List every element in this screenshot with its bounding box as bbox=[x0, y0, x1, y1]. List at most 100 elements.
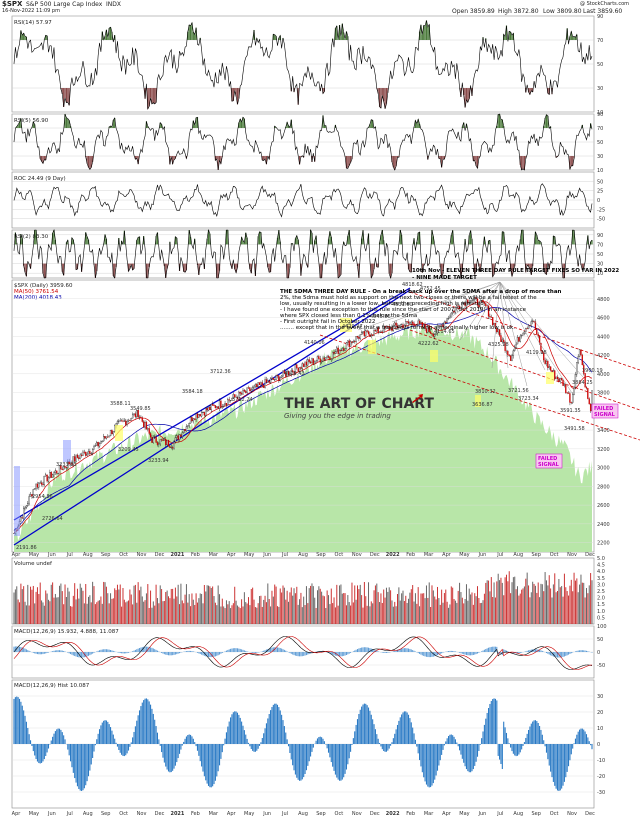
price-candle bbox=[402, 324, 404, 329]
price-candle bbox=[167, 439, 170, 447]
price-candle bbox=[461, 303, 463, 309]
price-candle bbox=[162, 439, 164, 441]
price-candle bbox=[276, 375, 279, 377]
price-candle bbox=[141, 417, 143, 422]
price-candle bbox=[203, 412, 206, 416]
price-candle bbox=[131, 414, 134, 419]
price-candle bbox=[584, 373, 586, 388]
price-candle bbox=[46, 474, 48, 482]
price-candle bbox=[456, 305, 458, 308]
osc-tick-label: 90 bbox=[597, 112, 603, 118]
price-candle bbox=[497, 329, 499, 333]
price-annotation: 4631.60 bbox=[392, 302, 413, 308]
price-candle bbox=[309, 361, 312, 364]
price-candle bbox=[36, 483, 39, 488]
highlight-box bbox=[63, 440, 71, 462]
target-pointer bbox=[499, 281, 584, 378]
price-annotation: 4325.28 bbox=[488, 342, 509, 348]
price-annotation: 3900.19 bbox=[582, 368, 603, 374]
price-annotation: 4114.65 bbox=[434, 329, 455, 335]
price-candle bbox=[504, 342, 506, 351]
price-candle bbox=[89, 451, 91, 454]
price-candle bbox=[326, 356, 328, 358]
x-axis-label: Oct bbox=[119, 811, 128, 817]
price-candle bbox=[188, 423, 190, 426]
high-value: High 3872.80 bbox=[498, 8, 539, 15]
price-tick-label: 2800 bbox=[597, 484, 610, 490]
price-candle bbox=[280, 375, 283, 378]
price-candle bbox=[71, 463, 73, 465]
price-candle bbox=[177, 435, 179, 440]
highlight-zone bbox=[430, 350, 438, 362]
rsi5-label: RSI(5) 56.90 bbox=[14, 118, 49, 124]
price-candle bbox=[428, 326, 430, 332]
price-candle bbox=[555, 376, 557, 380]
price-candle bbox=[23, 508, 25, 519]
price-candle bbox=[223, 404, 225, 407]
roc-line bbox=[13, 183, 593, 218]
x-axis-label: Oct bbox=[550, 811, 559, 817]
price-candle bbox=[376, 327, 378, 332]
price-candle bbox=[315, 360, 317, 363]
osc-tick-label: 90 bbox=[597, 233, 603, 239]
price-candle bbox=[257, 382, 259, 388]
price-candle bbox=[140, 416, 142, 418]
price-candle bbox=[225, 403, 228, 406]
price-candle bbox=[329, 357, 331, 360]
price-candle bbox=[49, 472, 51, 478]
price-annotation: 3591.35 bbox=[560, 408, 581, 414]
price-tick-label: 3200 bbox=[597, 447, 610, 453]
price-candle bbox=[143, 421, 145, 428]
price-candle bbox=[409, 322, 411, 324]
price-candle bbox=[104, 436, 106, 439]
price-candle bbox=[58, 465, 61, 474]
price-candle bbox=[322, 357, 324, 362]
price-candle bbox=[417, 320, 419, 325]
price-candle bbox=[130, 417, 132, 421]
price-candle bbox=[399, 324, 401, 328]
macd-label: MACD(12,26,9) 15.932, 4.888, 11.087 bbox=[14, 629, 119, 635]
price-candle bbox=[269, 378, 272, 383]
price-candle bbox=[129, 419, 131, 421]
target-pointer bbox=[439, 281, 501, 326]
price-candle bbox=[479, 300, 481, 308]
price-candle bbox=[469, 300, 472, 303]
price-annotation: 3233.94 bbox=[148, 458, 169, 464]
price-candle bbox=[96, 442, 98, 446]
highlight-zone bbox=[475, 395, 481, 407]
price-annotation: 3209.45 bbox=[118, 447, 139, 453]
price-candle bbox=[492, 317, 494, 326]
price-candle bbox=[578, 349, 581, 357]
price-candle bbox=[446, 318, 448, 324]
price-candle bbox=[304, 361, 306, 367]
price-candle bbox=[360, 332, 363, 335]
price-candle bbox=[570, 402, 572, 404]
rule-line-3: low, usually resulting in a lower low, b… bbox=[280, 301, 484, 307]
x-axis-label: Dec bbox=[155, 811, 165, 817]
volume-tick-label: 4.5 bbox=[597, 563, 605, 569]
price-candle bbox=[387, 326, 389, 327]
price-candle bbox=[406, 321, 408, 323]
volume-tick-label: 0.5 bbox=[597, 615, 605, 621]
x-axis-label: 2022 bbox=[386, 552, 400, 558]
price-annotation: 3584.18 bbox=[182, 389, 203, 395]
low-value: Low 3809.80 bbox=[543, 8, 582, 15]
price-candle bbox=[275, 375, 277, 380]
price-candle bbox=[530, 321, 532, 326]
price-candle bbox=[414, 325, 417, 327]
price-candle bbox=[303, 363, 305, 367]
price-candle bbox=[171, 447, 174, 449]
price-candle bbox=[343, 348, 345, 351]
price-candle bbox=[31, 494, 33, 497]
price-candle bbox=[541, 350, 543, 353]
price-candle bbox=[229, 400, 232, 401]
price-candle bbox=[508, 354, 510, 356]
price-annotation: 4752.45 bbox=[420, 286, 441, 292]
price-candle bbox=[501, 339, 503, 343]
price-candle bbox=[42, 484, 44, 486]
price-candle bbox=[563, 384, 566, 386]
price-candle bbox=[40, 482, 43, 485]
price-candle bbox=[80, 454, 83, 456]
x-axis-label: May bbox=[459, 552, 469, 558]
x-axis-label: Sep bbox=[316, 811, 325, 817]
